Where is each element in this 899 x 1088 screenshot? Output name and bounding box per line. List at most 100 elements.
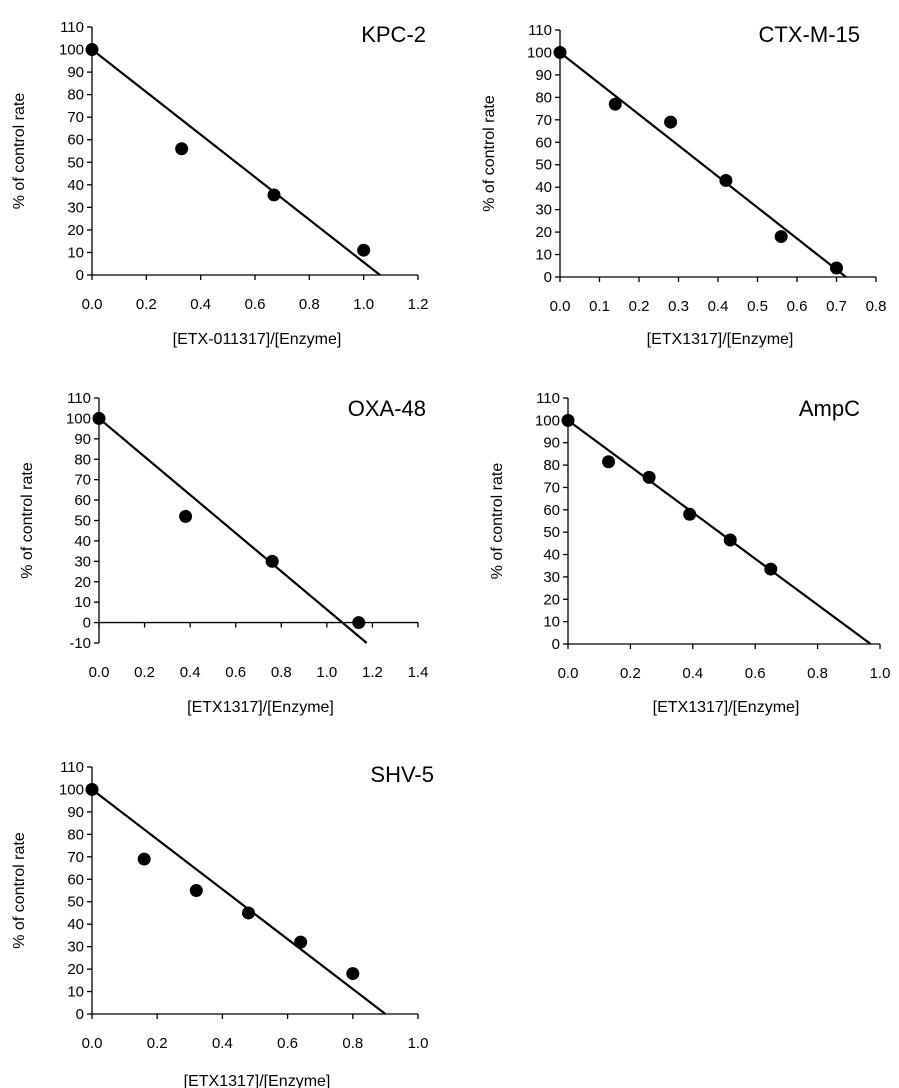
x-axis-label: [ETX1317]/[Enzyme] bbox=[653, 699, 800, 716]
x-tick-label: 0.2 bbox=[136, 296, 157, 313]
x-tick-label: 1.0 bbox=[353, 296, 374, 313]
x-tick-label: 0.4 bbox=[180, 664, 201, 681]
y-tick-label: 40 bbox=[67, 916, 84, 933]
x-tick-label: 0.0 bbox=[550, 298, 571, 315]
y-tick-label: 60 bbox=[74, 492, 91, 509]
x-tick-label: 0.1 bbox=[589, 298, 610, 315]
x-tick-label: 0.8 bbox=[271, 664, 292, 681]
x-tick-label: 1.0 bbox=[870, 665, 891, 682]
chart-title: OXA-48 bbox=[348, 396, 426, 421]
y-tick-label: 40 bbox=[535, 179, 552, 196]
data-point bbox=[175, 142, 189, 156]
y-tick-label: 70 bbox=[74, 472, 91, 489]
y-tick-label: 50 bbox=[67, 894, 84, 911]
y-tick-label: 60 bbox=[543, 502, 560, 519]
x-tick-label: 0.6 bbox=[245, 296, 266, 313]
y-tick-label: 90 bbox=[74, 431, 91, 448]
x-tick-label: 0.2 bbox=[134, 664, 155, 681]
y-tick-label: 90 bbox=[535, 67, 552, 84]
data-point bbox=[267, 188, 281, 202]
x-tick-label: 0.7 bbox=[826, 298, 847, 315]
y-tick-label: 90 bbox=[67, 804, 84, 821]
x-tick-label: 0.6 bbox=[225, 664, 246, 681]
y-tick-label: 40 bbox=[67, 177, 84, 194]
y-tick-label: 60 bbox=[67, 132, 84, 149]
y-tick-label: 110 bbox=[536, 390, 560, 407]
y-tick-label: 90 bbox=[543, 435, 560, 452]
y-tick-label: 80 bbox=[543, 457, 560, 474]
y-tick-label: 20 bbox=[535, 224, 552, 241]
y-tick-label: 110 bbox=[60, 759, 84, 776]
x-tick-label: 1.2 bbox=[408, 296, 429, 313]
fit-line bbox=[91, 788, 387, 1015]
y-axis-label: % of control rate bbox=[489, 463, 506, 580]
data-point bbox=[683, 507, 697, 521]
y-tick-label: 0 bbox=[544, 269, 552, 286]
y-tick-label: 110 bbox=[60, 19, 84, 36]
y-tick-label: 110 bbox=[528, 22, 552, 39]
x-tick-label: 0.4 bbox=[212, 1035, 233, 1052]
y-tick-label: 30 bbox=[535, 202, 552, 219]
y-tick-label: 30 bbox=[67, 939, 84, 956]
data-point bbox=[85, 782, 99, 796]
y-tick-label: 60 bbox=[535, 134, 552, 151]
chart-title: KPC-2 bbox=[361, 22, 426, 47]
y-tick-label: 100 bbox=[527, 44, 552, 61]
data-point bbox=[719, 173, 733, 187]
y-tick-label: 80 bbox=[535, 89, 552, 106]
data-point bbox=[723, 533, 737, 547]
chart-panel-oxa-48: -10 0 10 20 30 40 50 60 70 80 90 100 110 0.0 0.2 0.4 0.6… bbox=[19, 390, 428, 716]
data-point bbox=[357, 243, 371, 257]
y-tick-label: 100 bbox=[66, 410, 91, 427]
x-tick-label: 0.4 bbox=[708, 298, 729, 315]
data-point bbox=[664, 115, 678, 129]
y-axis-label: % of control rate bbox=[11, 832, 28, 949]
x-tick-label: 0.8 bbox=[299, 296, 320, 313]
y-tick-label: 80 bbox=[67, 826, 84, 843]
data-point bbox=[189, 884, 203, 897]
y-tick-label: 30 bbox=[74, 553, 91, 570]
chart-title: SHV-5 bbox=[370, 762, 434, 787]
x-tick-label: 0.4 bbox=[190, 296, 211, 313]
x-tick-label: 0.2 bbox=[629, 298, 650, 315]
y-tick-label: 10 bbox=[67, 244, 84, 261]
x-tick-label: 1.0 bbox=[316, 664, 337, 681]
y-tick-label: 80 bbox=[67, 87, 84, 104]
x-tick-label: 0.8 bbox=[866, 298, 887, 315]
y-tick-label: 40 bbox=[543, 547, 560, 564]
chart-panel-ampc: 0 10 20 30 40 50 60 70 80 90 100 110 0.0 0.2 0.4 0.6 0.8… bbox=[489, 390, 890, 716]
fit-line bbox=[567, 419, 872, 645]
y-tick-label: 30 bbox=[543, 569, 560, 586]
y-tick-label: 0 bbox=[76, 1006, 84, 1023]
chart-panel-ctx-m-15: 0 10 20 30 40 50 60 70 80 90 100 110 0.0 0.1 0.2 0.3 0.4… bbox=[481, 22, 886, 348]
y-tick-label: 50 bbox=[535, 157, 552, 174]
y-tick-label: 20 bbox=[67, 961, 84, 978]
y-tick-label: 10 bbox=[535, 247, 552, 264]
y-tick-label: 70 bbox=[67, 849, 84, 866]
x-tick-label: 0.6 bbox=[745, 665, 766, 682]
data-point bbox=[85, 43, 99, 57]
x-tick-label: 0.5 bbox=[747, 298, 768, 315]
x-tick-label: 0.2 bbox=[620, 665, 641, 682]
data-point bbox=[602, 455, 616, 469]
data-point bbox=[241, 906, 255, 920]
x-tick-label: 0.0 bbox=[89, 664, 110, 681]
y-tick-label: 20 bbox=[543, 591, 560, 608]
data-point bbox=[774, 230, 788, 244]
data-point bbox=[830, 261, 843, 275]
y-tick-label: 0 bbox=[76, 267, 84, 284]
data-point bbox=[265, 554, 279, 568]
data-point bbox=[92, 411, 106, 425]
x-tick-label: 0.2 bbox=[147, 1035, 168, 1052]
y-axis-label: % of control rate bbox=[11, 93, 28, 210]
data-point bbox=[642, 470, 656, 484]
y-tick-label: 100 bbox=[59, 42, 84, 59]
x-axis-label: [ETX1317]/[Enzyme] bbox=[184, 1073, 331, 1088]
y-tick-label: 50 bbox=[74, 513, 91, 530]
y-tick-label: 60 bbox=[67, 871, 84, 888]
y-tick-label: 70 bbox=[67, 109, 84, 126]
y-tick-label: 0 bbox=[83, 615, 91, 632]
y-tick-label: 0 bbox=[552, 636, 560, 653]
y-tick-label: 30 bbox=[67, 199, 84, 216]
